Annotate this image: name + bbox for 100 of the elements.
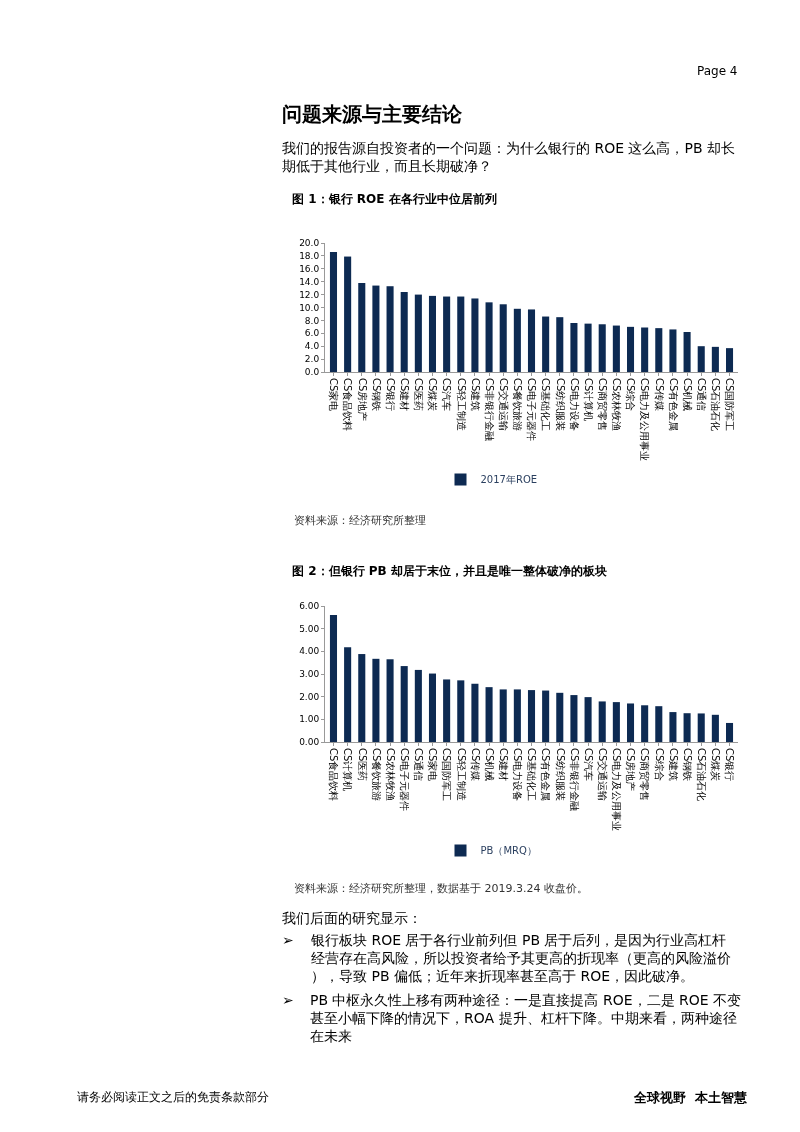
bar <box>457 680 465 742</box>
x-tick-label: CS交通运输 <box>596 748 608 802</box>
x-tick-label: CS家电 <box>328 378 340 412</box>
x-tick-label: CS非银行金融 <box>568 748 580 812</box>
bar <box>683 713 691 742</box>
x-tick-label: CS非银行金融 <box>483 378 495 442</box>
y-tick-label: 4.0 <box>304 341 320 352</box>
bar <box>683 332 691 372</box>
bar <box>669 712 677 742</box>
y-tick-label: 18.0 <box>299 251 320 262</box>
y-tick-label: 3.00 <box>299 669 320 680</box>
x-tick-label: CS电子元器件 <box>398 748 410 812</box>
x-tick-label: CS银行 <box>384 378 396 412</box>
x-tick-label: CS食品饮料 <box>342 378 354 432</box>
x-tick-label: CS国防军工 <box>441 748 453 802</box>
bar <box>697 713 705 742</box>
bar <box>471 298 479 372</box>
bar <box>626 326 635 372</box>
x-tick-label: CS农林牧渔 <box>384 748 396 802</box>
x-tick-label: CS交通运输 <box>497 378 509 432</box>
bar <box>570 695 578 742</box>
bar <box>542 690 550 742</box>
bar <box>443 296 451 372</box>
x-tick-label: CS有色金属 <box>540 748 552 802</box>
x-tick-label: CS计算机 <box>342 748 354 792</box>
x-tick-label: CS石油石化 <box>710 378 722 432</box>
x-tick-label: CS建筑 <box>667 748 679 782</box>
text: 我们后面的研究显示： <box>282 910 422 926</box>
bar <box>428 295 437 372</box>
x-tick-label: CS电力及公用事业 <box>639 378 651 462</box>
bar <box>443 679 451 742</box>
bar <box>400 292 408 372</box>
y-tick-label: 5.00 <box>299 623 320 634</box>
bar <box>499 304 507 372</box>
y-tick-label: 2.00 <box>299 691 320 702</box>
bar <box>329 615 338 742</box>
bar <box>725 348 734 372</box>
bar <box>400 666 408 742</box>
x-tick-label: CS综合 <box>653 748 665 782</box>
x-tick-label: CS通信 <box>413 748 425 782</box>
y-tick-label: 8.0 <box>304 315 320 326</box>
text: ➢ 银行板块 ROE 居于各行业前列但 PB 居于后列，是因为行业高杠杆经营存在高风险，所以投资者给予其更高的折现率（更高的风险溢价），导致 PB 偏低；近年来折现率甚至高于 ROE，因此破净。 <box>282 932 731 985</box>
x-tick-label: CS电力及公用事业 <box>611 748 623 832</box>
x-tick-label: CS银行 <box>724 748 736 782</box>
y-tick-label: 14.0 <box>299 276 320 287</box>
x-tick-label: CS计算机 <box>582 378 594 422</box>
x-tick-label: CS汽车 <box>441 378 453 412</box>
bar <box>414 294 422 372</box>
bar <box>655 328 663 372</box>
y-tick-label: 1.00 <box>299 714 320 725</box>
x-tick-label: CS机械 <box>483 748 495 782</box>
x-tick-label: CS商贸零售 <box>639 748 651 802</box>
bar <box>612 702 620 742</box>
x-tick-label: CS商贸零售 <box>596 378 608 432</box>
bar <box>457 296 465 372</box>
x-tick-label: CS建材 <box>497 748 509 782</box>
bar <box>471 683 479 742</box>
bar <box>428 673 437 742</box>
legend-label: 2017年ROE <box>480 474 538 486</box>
y-tick-label: 20.0 <box>299 238 320 249</box>
bar <box>414 669 422 742</box>
x-tick-label: CS传媒 <box>469 748 481 782</box>
bar <box>641 705 649 742</box>
x-tick-label: CS基础化工 <box>526 748 538 802</box>
bar <box>358 282 366 372</box>
bar <box>527 690 536 742</box>
y-tick-label: 16.0 <box>299 263 320 274</box>
text: 问题来源与主要结论 <box>282 102 463 126</box>
x-tick-label: CS汽车 <box>582 748 594 782</box>
x-tick-label: CS国防军工 <box>724 378 736 432</box>
x-tick-label: CS餐饮旅游 <box>512 378 524 432</box>
x-tick-label: CS纺织服装 <box>554 378 566 432</box>
y-tick-label: 6.00 <box>299 601 320 612</box>
bar <box>344 647 352 742</box>
x-tick-label: CS煤炭 <box>427 378 439 412</box>
x-tick-label: CS轻工制造 <box>455 748 467 802</box>
bar <box>669 329 677 372</box>
x-tick-label: CS房地产 <box>356 378 368 422</box>
x-tick-label: CS石油石化 <box>695 748 707 802</box>
text: 请务必阅读正文之后的免责条款部分 <box>77 1090 269 1104</box>
y-tick-label: 10.0 <box>299 302 320 313</box>
bar <box>612 325 620 372</box>
bar <box>641 327 649 372</box>
bar <box>556 317 564 372</box>
bar <box>711 346 719 372</box>
bar <box>542 316 550 372</box>
bar <box>513 689 521 742</box>
y-tick-label: 6.0 <box>304 328 320 339</box>
x-tick-label: CS餐饮旅游 <box>370 748 382 802</box>
x-tick-label: CS钢铁 <box>370 378 382 412</box>
x-tick-label: CS轻工制造 <box>455 378 467 432</box>
text: ➢ PB 中枢永久性上移有两种途径：一是直接提高 ROE，二是 ROE 不变甚至小幅下降的情况下，ROA 提升、杠杆下降。中期来看，两种途径在未来 <box>282 992 742 1045</box>
bar <box>499 689 507 742</box>
bar <box>372 658 380 742</box>
text: Page 4 <box>697 64 738 78</box>
text: 资料来源：经济研究所整理，数据基于 2019.3.24 收盘价。 <box>294 882 588 895</box>
x-tick-label: CS食品饮料 <box>328 748 340 802</box>
bar <box>626 703 635 742</box>
x-tick-label: CS电子元器件 <box>526 378 538 442</box>
x-tick-label: CS有色金属 <box>667 378 679 432</box>
